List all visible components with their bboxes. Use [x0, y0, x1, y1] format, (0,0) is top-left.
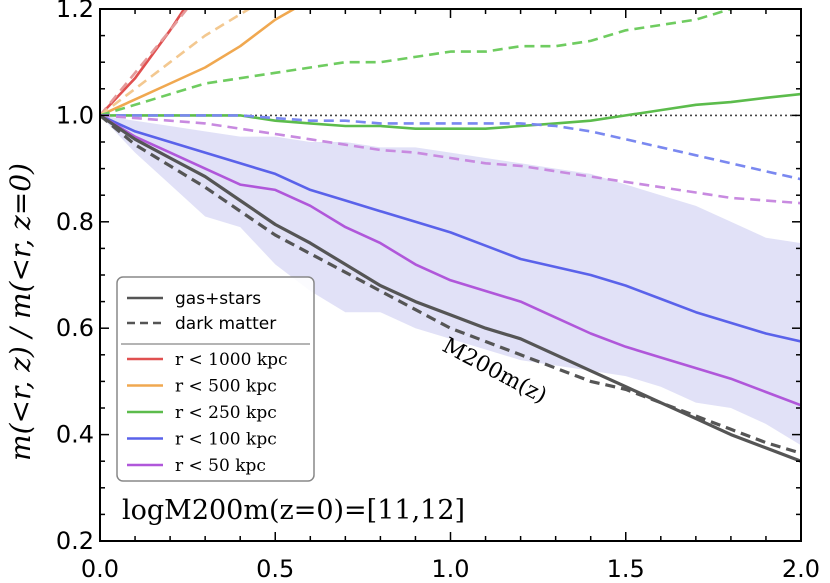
x-tick-label: 0.0 — [81, 555, 119, 583]
x-tick-label: 0.5 — [256, 555, 294, 583]
legend-frame — [116, 276, 315, 482]
series-line-r-100-kpc-gas — [100, 114, 801, 343]
series-line-r-250-kpc-dm — [100, 9, 740, 117]
y-axis-label: m(<r, z) / m(<r, z=0) — [4, 163, 37, 461]
series-line-r-50-kpc-dm — [100, 114, 801, 205]
y-tick-label: 0.2 — [56, 527, 94, 555]
series-line-m200m-z-dm — [100, 114, 801, 455]
series-line-m200m-z-gas — [100, 114, 801, 463]
y-tick-label: 0.6 — [56, 314, 94, 342]
legend-label: r < 500 kpc — [175, 377, 277, 397]
legend: gas+stars dark matter r < 1000 kpc r < 500 … — [116, 276, 315, 482]
legend-label: gas+stars — [175, 289, 261, 309]
legend-label: r < 100 kpc — [175, 430, 277, 450]
x-tick-label: 1.5 — [607, 555, 645, 583]
series-line-r-1000-kpc-dm — [100, 9, 189, 117]
y-tick-label: 1.2 — [56, 0, 94, 23]
series-line-r-1000-kpc-gas — [100, 9, 186, 117]
ticks-layer — [99, 8, 802, 542]
mass-range-annotation: logM200m(z=0)=[11,12] — [122, 495, 465, 526]
legend-label: r < 250 kpc — [175, 403, 277, 423]
x-tick-label: 2.0 — [782, 555, 820, 583]
series-line-r-100-kpc-dm — [100, 114, 801, 181]
legend-label: r < 1000 kpc — [175, 350, 288, 370]
series-line-r-500-kpc-gas — [100, 9, 297, 117]
legend-entries: gas+stars dark matter r < 1000 kpc r < 500 … — [121, 289, 310, 476]
legend-label: dark matter — [175, 314, 276, 334]
series-line-r-50-kpc-gas — [100, 114, 801, 407]
y-tick-label: 0.8 — [56, 208, 94, 236]
legend-label: r < 50 kpc — [175, 456, 266, 476]
y-tick-label: 1.0 — [56, 101, 94, 129]
tick-labels-layer: 0.0 0.5 1.0 1.5 2.0 0.2 0.4 0.6 0.8 1.0 1.2 — [56, 0, 820, 583]
series-lines-layer — [100, 9, 801, 463]
y-tick-label: 0.4 — [56, 421, 94, 449]
series-line-r-500-kpc-dm — [100, 9, 252, 117]
x-tick-label: 1.0 — [431, 555, 469, 583]
